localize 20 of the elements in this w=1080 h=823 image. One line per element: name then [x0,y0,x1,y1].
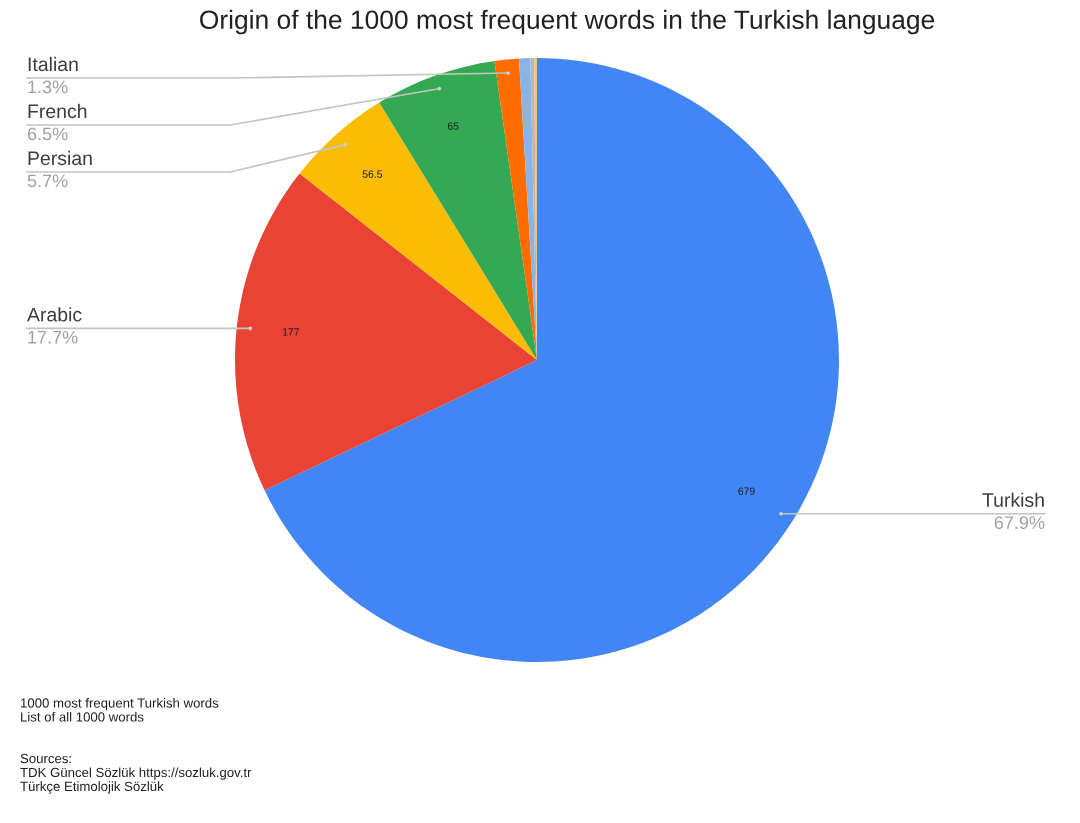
text: 6.5% [27,127,68,141]
slice-label: Italian [28,56,78,72]
pie-slice [494,58,537,360]
text: 1000 most frequent Turkish words List of all 1000 words [21,698,219,722]
text: 67.9% [994,516,1045,530]
pie-slice [264,58,839,662]
data-label: 56.5 [362,170,383,178]
slice-label: Turkish [982,492,1044,507]
data-label: 679 [738,487,755,495]
slice-label: French [28,103,87,119]
text: 1.3% [28,80,68,94]
text: 5.7% [27,174,68,188]
text: 17.7% [28,330,78,344]
slice-label: Arabic [27,307,82,322]
data-label: 65 [447,122,459,130]
chart-title: Origin of the 1000 most frequent words in the Turkish language [200,9,935,35]
slice-label: Persian [28,150,92,166]
source-note: Sources: TDK Güncel Sözlük https://sozluk.gov.tr Türkçe Etimolojik Sözlük [20,753,252,794]
pie-slice [299,102,537,360]
data-label: 177 [282,328,300,336]
